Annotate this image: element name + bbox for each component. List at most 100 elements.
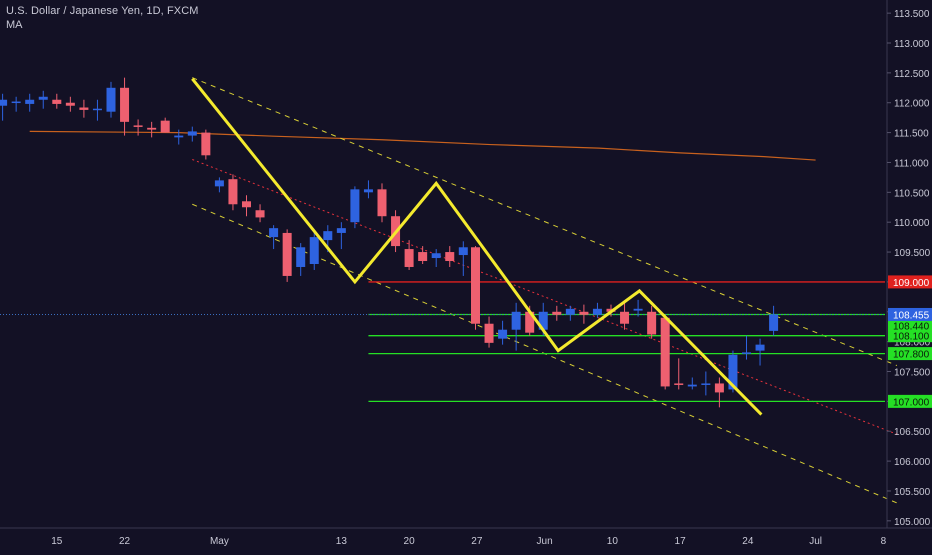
- candle-body-15: [201, 132, 211, 156]
- candle-body-40: [538, 311, 548, 330]
- price-tick-label-15: 106.000: [894, 457, 931, 468]
- candle-body-33: [445, 252, 455, 262]
- channel-midline: [192, 159, 898, 435]
- level-label-0-text: 109.000: [893, 278, 930, 289]
- time-tick-label-3: 13: [336, 536, 348, 547]
- time-tick-label-8: 17: [675, 536, 687, 547]
- zigzag-pattern-line: [191, 77, 763, 416]
- time-tick-label-0: 15: [51, 536, 63, 547]
- indicator-label: MA: [6, 19, 23, 31]
- candle-body-42: [565, 308, 575, 315]
- moving-average-layer: [29, 130, 816, 161]
- last-price-label-text: 108.455: [893, 310, 930, 321]
- candle-body-44: [592, 308, 602, 315]
- candle-body-54: [728, 354, 738, 390]
- time-tick-label-4: 20: [404, 536, 416, 547]
- time-tick-label-7: 10: [607, 536, 619, 547]
- candle-body-16: [214, 180, 224, 187]
- price-tick-label-2: 112.500: [894, 69, 930, 80]
- candle-body-14: [187, 131, 197, 136]
- candle-body-34: [458, 247, 468, 256]
- candle-body-27: [363, 189, 373, 193]
- candle-body-31: [418, 252, 428, 262]
- time-tick-label-6: Jun: [537, 536, 553, 547]
- time-tick-label-2: May: [210, 536, 229, 547]
- candle-body-19: [255, 210, 265, 218]
- candle-body-26: [350, 189, 360, 223]
- chart-title: U.S. Dollar / Japanese Yen, 1D, FXCM: [6, 5, 199, 17]
- candle-body-50: [674, 383, 684, 385]
- candle-body-41: [552, 311, 562, 315]
- candle-body-47: [633, 308, 643, 311]
- candle-body-37: [498, 329, 508, 339]
- candle-body-18: [242, 201, 251, 208]
- candle-body-17: [228, 179, 238, 205]
- extra-label-0-text: 108.440: [893, 321, 930, 332]
- candle-body-21: [282, 232, 292, 276]
- candles-layer: [0, 77, 779, 408]
- candle-body-46: [620, 311, 630, 324]
- price-tick-label-0: 113.500: [894, 9, 930, 20]
- price-tick-label-7: 110.000: [894, 218, 930, 229]
- candle-body-49: [660, 317, 670, 387]
- price-tick-label-8: 109.500: [894, 248, 931, 259]
- candle-body-0: [0, 99, 8, 106]
- candle-body-48: [647, 311, 657, 335]
- candle-body-4: [52, 99, 62, 104]
- candle-body-22: [296, 247, 306, 267]
- price-tick-label-16: 105.500: [894, 487, 931, 498]
- price-tick-label-4: 111.500: [894, 129, 929, 140]
- price-tick-label-1: 113.000: [894, 39, 930, 50]
- candle-body-1: [11, 101, 21, 104]
- candle-body-43: [579, 311, 589, 315]
- candle-body-35: [470, 247, 480, 324]
- candle-body-28: [377, 189, 387, 217]
- moving-average-line: [29, 130, 816, 161]
- price-tick-label-5: 111.000: [894, 158, 929, 169]
- time-tick-label-11: 8: [881, 536, 887, 547]
- candle-body-39: [525, 311, 535, 333]
- price-tick-label-6: 110.500: [894, 188, 930, 199]
- candle-body-7: [92, 108, 102, 111]
- level-label-2-box: [888, 329, 932, 343]
- candle-body-56: [755, 344, 765, 351]
- candle-body-10: [133, 125, 143, 127]
- level-lines-layer: [0, 281, 885, 403]
- last-price-label-box: [888, 307, 932, 321]
- price-tick-label-12: 107.500: [894, 368, 931, 379]
- candle-body-5: [65, 102, 75, 106]
- candle-body-12: [160, 120, 170, 133]
- price-tick-label-11: 108.000: [894, 338, 931, 349]
- candle-body-57: [769, 314, 779, 331]
- candle-body-20: [269, 228, 279, 238]
- time-tick-label-10: Jul: [809, 536, 822, 547]
- candle-body-36: [484, 323, 494, 343]
- candle-body-9: [120, 87, 130, 122]
- zigzag-pattern-layer: [191, 77, 763, 416]
- price-tick-label-17: 105.000: [894, 517, 931, 528]
- candle-body-55: [741, 352, 751, 354]
- time-tick-label-9: 24: [742, 536, 754, 547]
- time-tick-label-1: 22: [119, 536, 131, 547]
- candle-body-8: [106, 87, 116, 112]
- candle-body-24: [323, 231, 333, 241]
- candle-body-52: [701, 383, 711, 385]
- candle-body-13: [174, 135, 184, 138]
- candle-body-51: [687, 384, 697, 387]
- time-tick-label-5: 27: [471, 536, 483, 547]
- candle-body-3: [38, 96, 48, 100]
- channel-upper-line: [192, 77, 898, 367]
- extra-label-0-box: [888, 318, 932, 332]
- level-label-4-box: [888, 394, 932, 408]
- candle-body-38: [511, 311, 521, 330]
- level-label-3-text: 107.800: [893, 350, 930, 361]
- price-tick-label-14: 106.500: [894, 427, 931, 438]
- candle-body-30: [404, 249, 414, 267]
- candle-body-53: [714, 383, 724, 393]
- candle-body-25: [336, 228, 346, 233]
- candle-body-11: [147, 127, 157, 130]
- level-label-2-text: 108.100: [893, 332, 930, 343]
